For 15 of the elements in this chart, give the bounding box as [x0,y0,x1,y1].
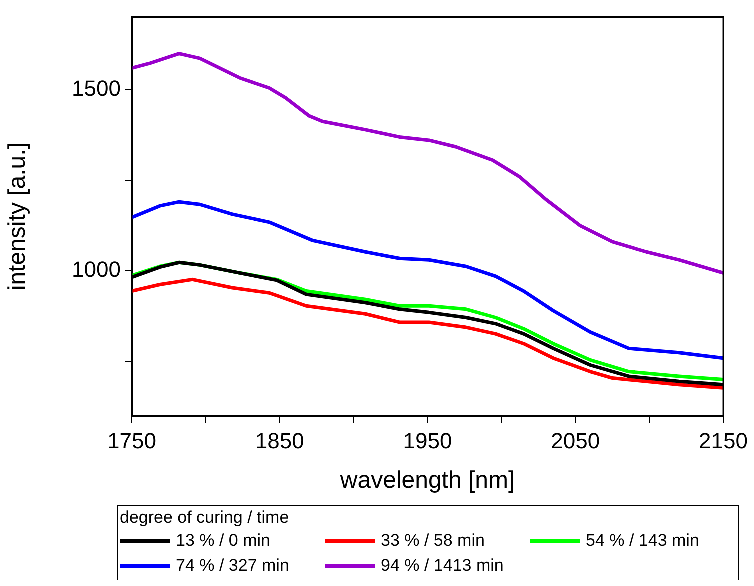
x-tick-label: 2050 [551,428,600,454]
x-tick-label: 1950 [403,428,452,454]
x-tick-label: 2150 [699,428,748,454]
x-tick-label: 1750 [108,428,156,454]
legend-label: 54 % / 143 min [586,531,700,551]
y-axis-title: intensity [a.u.] [4,142,32,291]
x-axis-title: wavelength [nm] [339,467,516,494]
legend-label: 74 % / 327 min [176,556,290,576]
legend-title: degree of curing / time [120,508,290,528]
x-tick-label: 1850 [255,428,304,454]
legend-label: 94 % / 1413 min [381,556,504,576]
y-tick-label: 1500 [72,76,121,101]
y-tick-label: 1000 [72,257,121,282]
legend-label: 13 % / 0 min [176,531,270,551]
legend-label: 33 % / 58 min [381,531,485,551]
